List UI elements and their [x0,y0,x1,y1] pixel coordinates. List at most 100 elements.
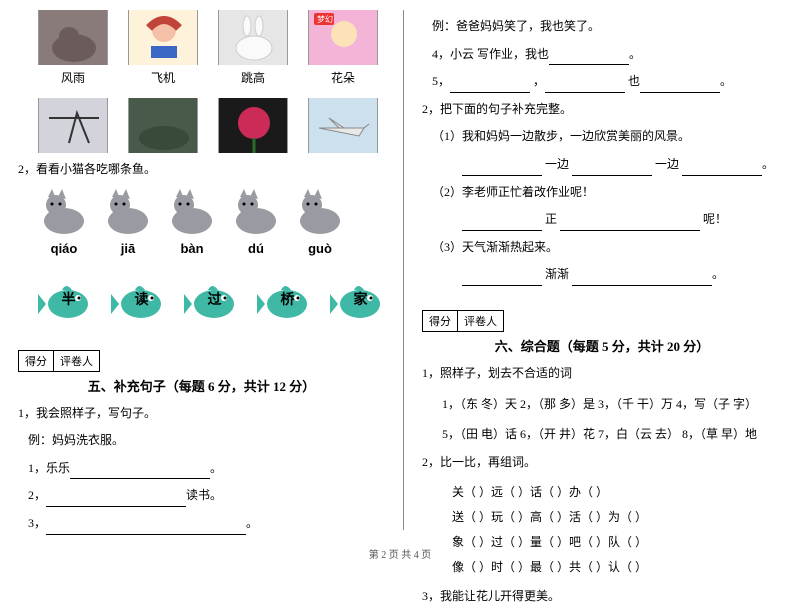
q2-2b: 正 呢！ [462,209,782,231]
text: 一边 [545,157,569,171]
label: 飞机 [128,69,198,86]
q6-2-row: 送（ ）玩（ ）高（ ）活（ ）为（ ） [452,505,782,530]
label: 跳高 [218,69,288,86]
image-box [218,98,288,153]
image-box [308,98,378,153]
image-row-2 [38,98,385,153]
blank[interactable] [46,521,246,535]
right-column: 例：爸爸妈妈笑了，我也笑了。 4，小云 写作业，我也。 5， ， 也。 2，把下… [404,0,800,540]
pinyin-row: qiáo jiā bàn dú guò [38,241,385,256]
cat-icon [102,187,154,235]
text: ， [533,74,545,88]
image-box: 梦幻 [308,10,378,65]
image-box [128,10,198,65]
text: 5， [432,74,450,88]
fish-item: 过 [184,276,239,326]
pinyin: guò [294,241,346,256]
page-footer: 第 2 页 共 4 页 [0,546,800,561]
line-4: 4，小云 写作业，我也。 [432,44,782,66]
fish-char: 家 [354,289,368,309]
q5-example: 例：妈妈洗衣服。 [28,430,385,452]
fish-item: 桥 [257,276,312,326]
blank[interactable] [572,272,712,286]
score-box: 得分 评卷人 [422,310,782,332]
image-box [38,98,108,153]
q2-2: （2）李老师正忙着改作业呢！ [432,182,782,204]
q2: 2，把下面的句子补充完整。 [422,99,782,121]
blank[interactable] [450,79,530,93]
blank[interactable] [462,162,542,176]
blank[interactable] [549,51,629,65]
image-box [218,10,288,65]
section-6-title: 六、综合题（每题 5 分，共计 20 分） [422,336,782,355]
label: 花朵 [308,69,378,86]
cat-row [38,187,385,235]
q2-3: （3）天气渐渐热起来。 [432,237,782,259]
q6-1-row: 5，（田 电）话 6，（开 井）花 7，白（云 去） 8，（草 早）地 [442,423,782,446]
blank[interactable] [560,217,700,231]
text: 一边 [655,157,679,171]
q6-1-row: 1，（东 冬）天 2，（那 多）是 3，（千 干）万 4，写（子 字） [442,393,782,416]
item-prefix: 3， [28,516,46,530]
blank[interactable] [462,217,542,231]
blank[interactable] [682,162,762,176]
left-column: 梦幻 风雨 飞机 跳高 花朵 2，看看小猫各吃哪条鱼。 [0,0,403,540]
fish-item: 读 [111,276,166,326]
blank[interactable] [462,272,542,286]
fish-char: 读 [135,289,149,309]
cat-icon [230,187,282,235]
q6-1: 1，照样子，划去不合适的词 [422,363,782,385]
item-prefix: 1，乐乐 [28,461,70,475]
line-5: 5， ， 也。 [432,71,782,93]
pinyin: qiáo [38,241,90,256]
pinyin: jiā [102,241,154,256]
text: 4，小云 写作业，我也 [432,47,549,61]
section-5-title: 五、补充句子（每题 6 分，共计 12 分） [18,376,385,395]
score-label: 评卷人 [457,310,504,332]
text: 呢！ [703,212,727,226]
svg-text:梦幻: 梦幻 [317,14,333,24]
image-labels-1: 风雨 飞机 跳高 花朵 [38,69,385,86]
score-label: 得分 [422,310,457,332]
text: 正 [545,212,557,226]
score-label: 得分 [18,350,53,372]
cat-icon [38,187,90,235]
q5-item: 3，。 [28,513,385,535]
suffix: 读书。 [186,488,222,502]
fish-item: 家 [330,276,385,326]
q2-3b: 渐渐 。 [462,264,782,286]
fish-char: 过 [208,289,222,309]
q5-item: 2， 读书。 [28,485,385,507]
q5-item: 1，乐乐。 [28,458,385,480]
score-box: 得分 评卷人 [18,350,385,372]
image-box [38,10,108,65]
blank[interactable] [572,162,652,176]
cat-icon [166,187,218,235]
image-box [128,98,198,153]
cat-icon [294,187,346,235]
q6-3: 3，我能让花儿开得更美。 [422,586,782,608]
image-row-1: 梦幻 [38,10,385,65]
item-prefix: 2， [28,488,46,502]
fish-char: 半 [62,289,76,309]
blank[interactable] [70,465,210,479]
question-2: 2，看看小猫各吃哪条鱼。 [18,159,385,181]
pinyin: bàn [166,241,218,256]
fish-row: 半 读 过 桥 家 [38,276,385,326]
q2-1: （1）我和妈妈一边散步，一边欣赏美丽的风景。 [432,126,782,148]
blank[interactable] [640,79,720,93]
example-line: 例：爸爸妈妈笑了，我也笑了。 [432,16,782,38]
pinyin: dú [230,241,282,256]
score-label: 评卷人 [53,350,100,372]
fish-item: 半 [38,276,93,326]
q6-2-row: 关（ ）远（ ）话（ ）办（ ） [452,480,782,505]
text: 也 [628,74,640,88]
q6-2: 2，比一比，再组词。 [422,452,782,474]
q2-1b: 一边 一边 。 [462,154,782,176]
blank[interactable] [545,79,625,93]
label: 风雨 [38,69,108,86]
fish-char: 桥 [281,289,295,309]
q5-1: 1，我会照样子，写句子。 [18,403,385,425]
text: 渐渐 [545,267,569,281]
blank[interactable] [46,493,186,507]
